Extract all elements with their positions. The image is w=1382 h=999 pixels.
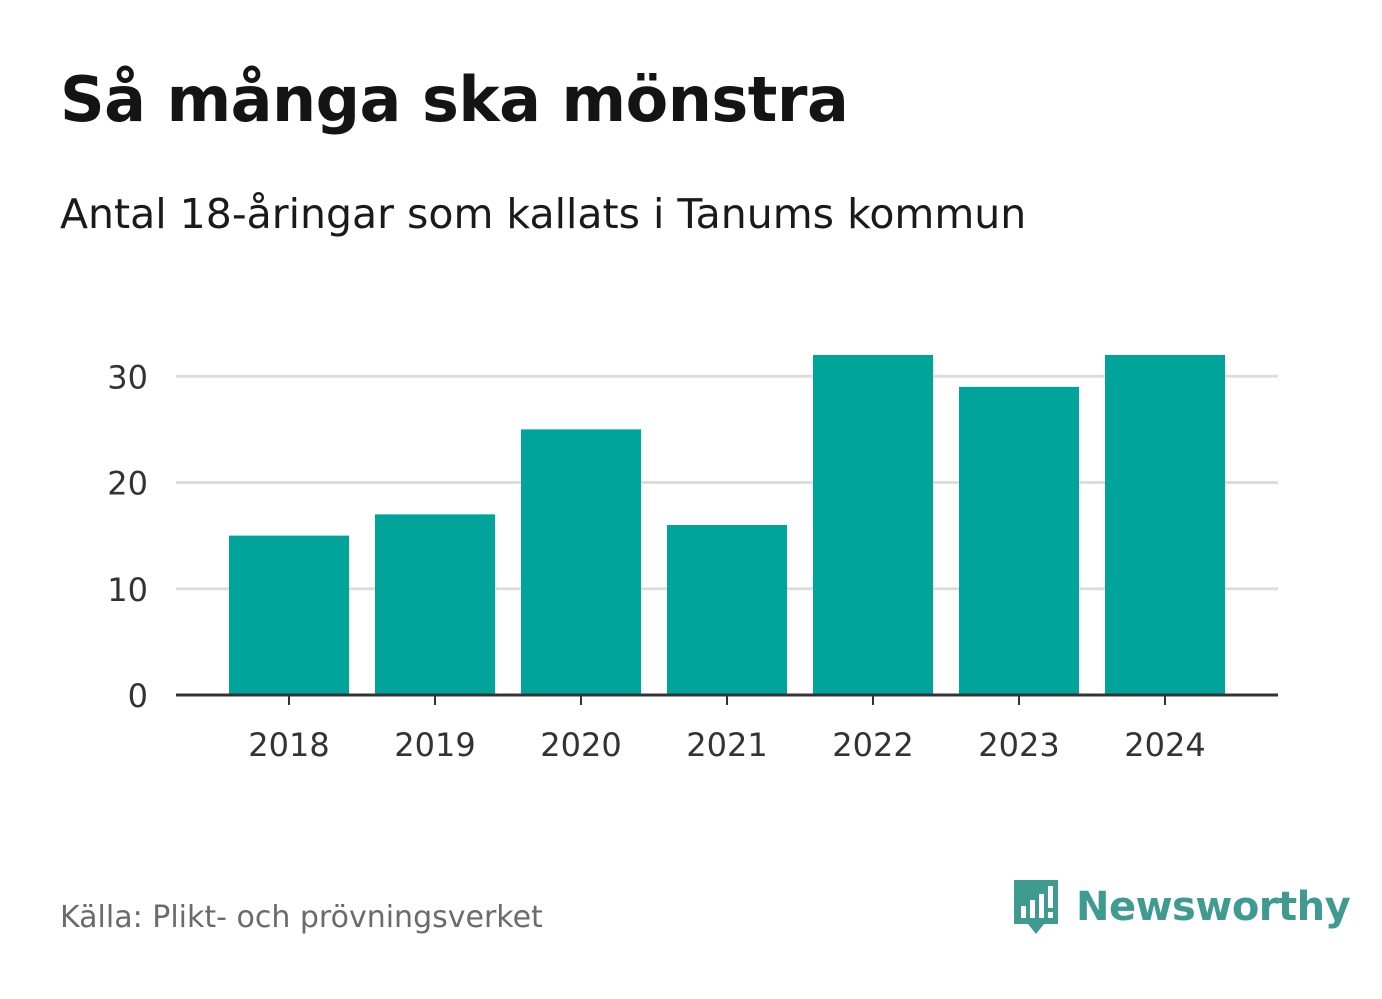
y-tick-label-20: 20 — [107, 465, 148, 503]
bar-2022 — [813, 355, 933, 695]
chart-subtitle: Antal 18-åringar som kallats i Tanums ko… — [60, 190, 1027, 238]
bar-2019 — [375, 514, 495, 695]
y-tick-label-0: 0 — [128, 677, 148, 715]
bar-2023 — [959, 386, 1079, 695]
bar-2018 — [229, 535, 349, 695]
x-tick-label-2023: 2023 — [978, 726, 1059, 764]
y-tick-label-30: 30 — [107, 358, 148, 396]
x-tick-label-2018: 2018 — [248, 726, 329, 764]
x-tick-label-2022: 2022 — [832, 726, 913, 764]
bar-2024 — [1105, 355, 1225, 695]
brand-name: Newsworthy — [1076, 884, 1351, 930]
y-tick-label-10: 10 — [107, 571, 148, 609]
bar-2021 — [667, 525, 787, 695]
source-note: Källa: Plikt- och prövningsverket — [60, 900, 543, 935]
x-tick-label-2020: 2020 — [540, 726, 621, 764]
x-tick-label-2021: 2021 — [686, 726, 767, 764]
x-tick-label-2024: 2024 — [1124, 726, 1205, 764]
x-tick-label-2019: 2019 — [394, 726, 475, 764]
newsworthy-logo[interactable]: Newsworthy — [1010, 876, 1351, 938]
newsworthy-logo-icon — [1014, 880, 1058, 934]
chart-title: Så många ska mönstra — [60, 63, 849, 136]
bar-2020 — [521, 429, 641, 695]
